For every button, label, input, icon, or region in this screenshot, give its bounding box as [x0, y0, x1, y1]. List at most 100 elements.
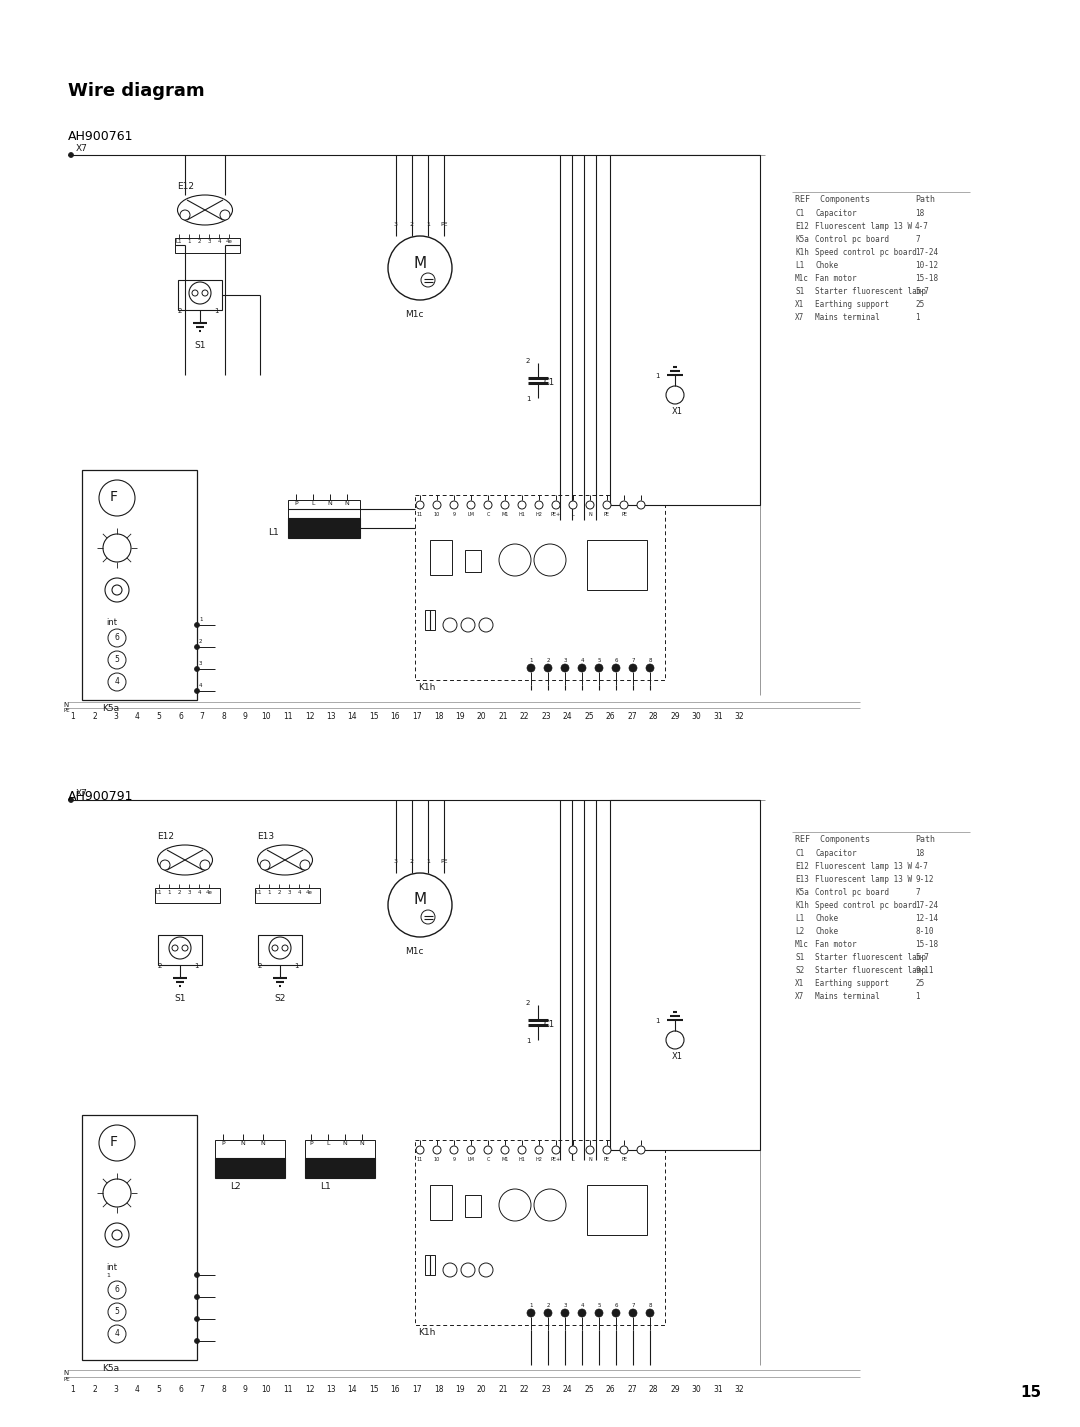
Text: 5-7: 5-7 — [915, 287, 929, 295]
Text: F: F — [110, 1134, 118, 1149]
Text: 28: 28 — [649, 1386, 658, 1394]
Circle shape — [467, 1146, 475, 1154]
Bar — [255, 888, 320, 903]
Text: 31: 31 — [713, 712, 723, 721]
Circle shape — [637, 501, 645, 509]
Circle shape — [421, 273, 435, 287]
Text: 15: 15 — [369, 1386, 379, 1394]
Text: L2: L2 — [795, 928, 805, 936]
Text: 8: 8 — [648, 658, 651, 664]
Text: 4: 4 — [135, 1386, 140, 1394]
Text: Wire diagram: Wire diagram — [68, 81, 204, 100]
Text: Earthing support: Earthing support — [815, 300, 889, 310]
Text: C: C — [486, 512, 489, 517]
Circle shape — [103, 1179, 131, 1207]
Text: 2: 2 — [158, 963, 162, 969]
Text: 1: 1 — [187, 238, 191, 244]
Text: 5: 5 — [597, 1303, 600, 1309]
Circle shape — [194, 1294, 200, 1300]
Text: 3: 3 — [113, 712, 119, 721]
Text: K1h: K1h — [795, 900, 809, 910]
Text: L1: L1 — [795, 261, 805, 270]
Text: REF  Components: REF Components — [795, 195, 870, 204]
Circle shape — [666, 1030, 684, 1049]
Text: L1: L1 — [320, 1182, 330, 1192]
Circle shape — [269, 938, 291, 959]
Circle shape — [518, 1146, 526, 1154]
Text: 7: 7 — [915, 235, 920, 244]
Text: 28: 28 — [649, 712, 658, 721]
Circle shape — [501, 1146, 509, 1154]
Text: K1h: K1h — [418, 684, 435, 692]
Bar — [415, 1140, 665, 1326]
Text: E12: E12 — [795, 223, 809, 231]
Text: 11: 11 — [417, 512, 423, 517]
Text: 4: 4 — [135, 712, 140, 721]
Circle shape — [220, 210, 230, 220]
Text: 9-11: 9-11 — [915, 966, 933, 975]
Text: P: P — [221, 1142, 225, 1146]
Circle shape — [300, 860, 310, 870]
Circle shape — [200, 860, 210, 870]
Text: PE: PE — [621, 1157, 627, 1162]
Text: 4: 4 — [199, 684, 203, 688]
Text: 25: 25 — [915, 300, 924, 310]
Text: PE+: PE+ — [551, 512, 562, 517]
Text: 17: 17 — [413, 712, 422, 721]
Circle shape — [272, 945, 278, 950]
Circle shape — [501, 501, 509, 509]
Circle shape — [103, 534, 131, 562]
Text: 4: 4 — [217, 238, 220, 244]
Bar — [415, 495, 665, 681]
Text: 1: 1 — [294, 963, 298, 969]
Text: X1: X1 — [672, 407, 683, 417]
Text: 3: 3 — [207, 238, 211, 244]
Ellipse shape — [177, 195, 232, 225]
Circle shape — [105, 578, 129, 602]
Text: 25: 25 — [915, 979, 924, 987]
Text: 26: 26 — [606, 1386, 616, 1394]
Text: 1: 1 — [529, 658, 532, 664]
Text: C1: C1 — [543, 378, 554, 387]
Text: 2: 2 — [546, 1303, 550, 1309]
Text: 2: 2 — [258, 963, 262, 969]
Text: PE: PE — [621, 512, 627, 517]
Text: 10: 10 — [261, 1386, 271, 1394]
Text: 21: 21 — [498, 712, 508, 721]
Text: 18: 18 — [915, 849, 924, 858]
Text: 6: 6 — [114, 1286, 120, 1294]
Text: 1: 1 — [167, 890, 171, 895]
Text: H2: H2 — [536, 1157, 542, 1162]
Text: Fan motor: Fan motor — [815, 274, 856, 283]
Text: X7: X7 — [76, 144, 87, 153]
Circle shape — [612, 664, 620, 672]
Bar — [305, 1157, 375, 1179]
Circle shape — [480, 618, 492, 632]
Text: S1: S1 — [795, 287, 805, 295]
Circle shape — [499, 1189, 531, 1222]
Text: PE: PE — [441, 859, 448, 863]
Bar — [258, 935, 302, 965]
Text: M1c: M1c — [405, 948, 423, 956]
Text: REF  Components: REF Components — [795, 835, 870, 843]
Text: 2: 2 — [92, 712, 97, 721]
Text: 7: 7 — [915, 888, 920, 898]
Text: 2: 2 — [526, 1000, 530, 1006]
Text: 4: 4 — [580, 1303, 584, 1309]
Text: E12: E12 — [177, 183, 194, 191]
Text: 3: 3 — [564, 1303, 567, 1309]
Text: K1h: K1h — [418, 1329, 435, 1337]
Text: 3: 3 — [199, 661, 203, 666]
Ellipse shape — [158, 845, 213, 875]
Text: 24: 24 — [563, 1386, 572, 1394]
Text: 10: 10 — [261, 712, 271, 721]
Text: Choke: Choke — [815, 915, 838, 923]
Text: H2: H2 — [536, 512, 542, 517]
Text: M1c: M1c — [795, 940, 809, 949]
Circle shape — [629, 664, 637, 672]
Text: Mains terminal: Mains terminal — [815, 992, 880, 1000]
Text: 1: 1 — [106, 1273, 110, 1279]
Circle shape — [160, 860, 170, 870]
Text: Capacitor: Capacitor — [815, 208, 856, 218]
Text: L1: L1 — [256, 890, 262, 895]
